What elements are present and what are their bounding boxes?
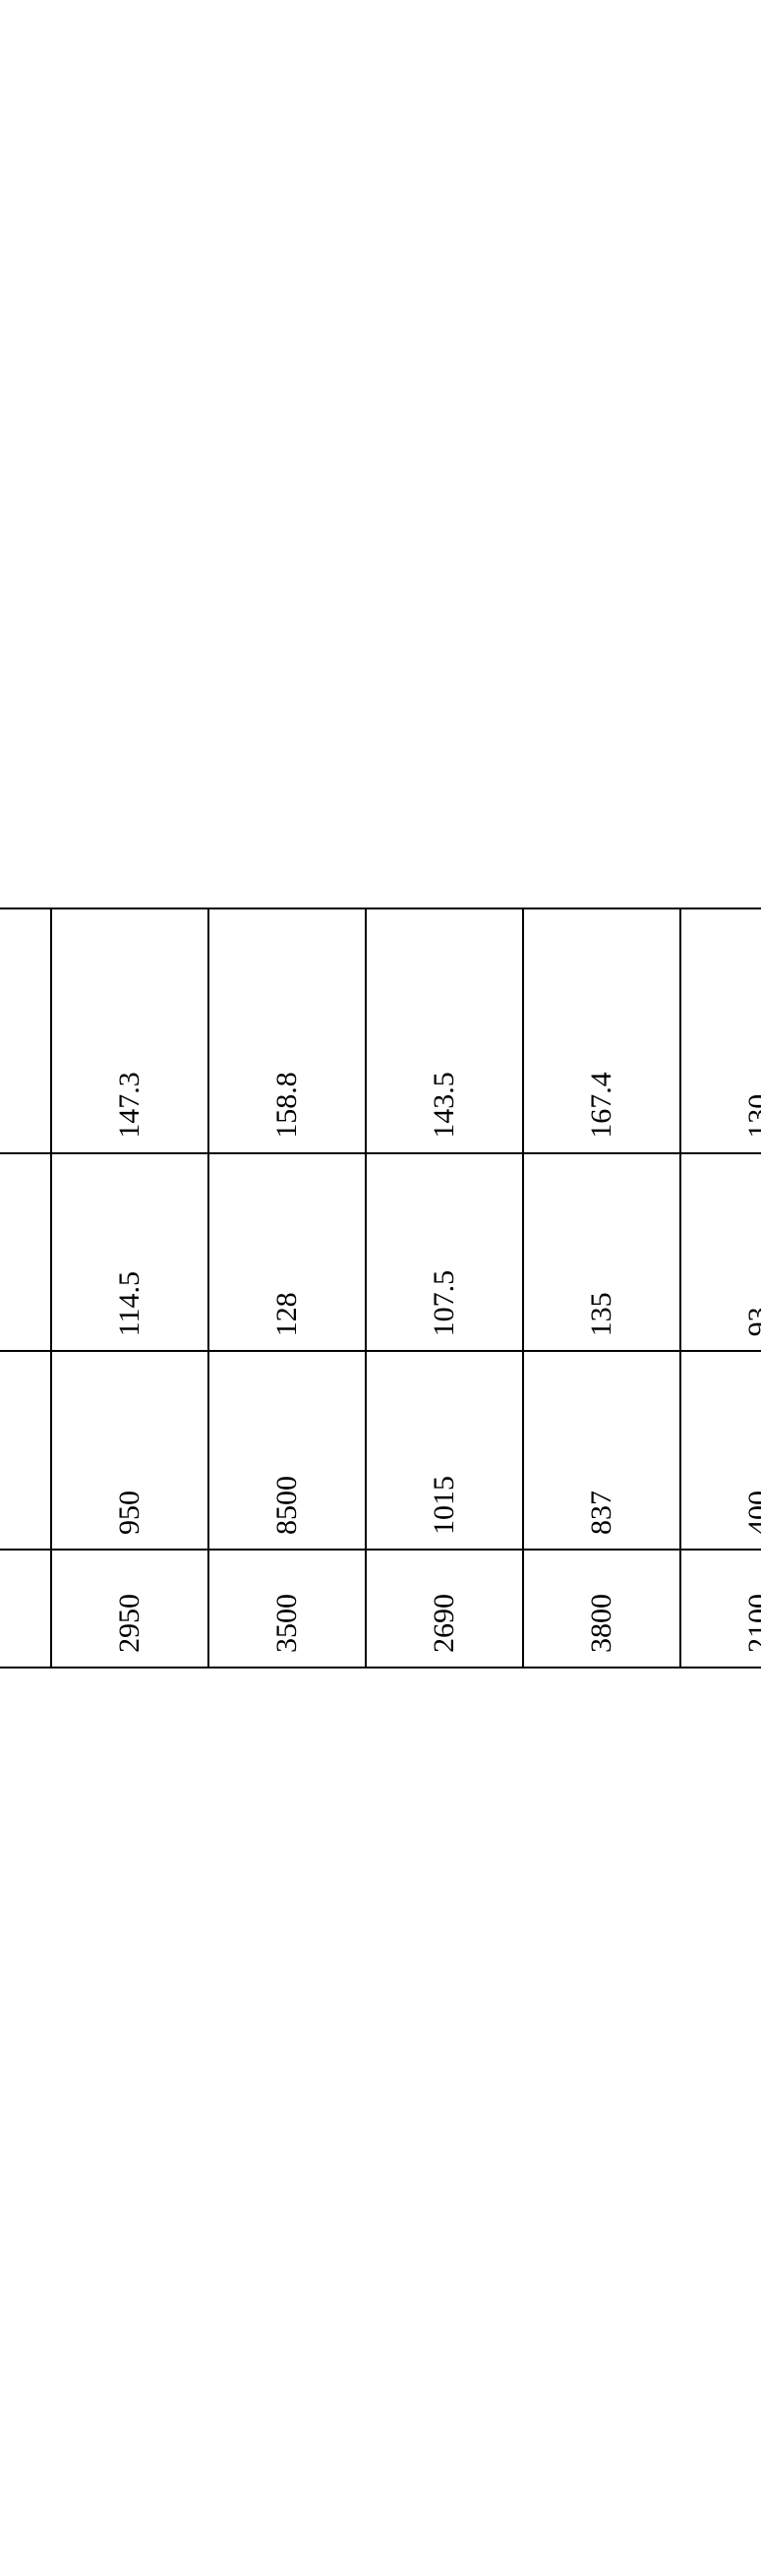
- table-cell: 167.4: [523, 908, 680, 1153]
- table-cell: 837: [523, 1351, 680, 1550]
- table-row: 3800 837 135 167.4: [523, 908, 680, 1668]
- table-cell: 130: [680, 908, 761, 1153]
- table-cell: 950: [51, 1351, 208, 1550]
- table-cell: 2690: [366, 1550, 523, 1668]
- table-cell: 2100: [680, 1550, 761, 1668]
- table-cell: 1015: [366, 1351, 523, 1550]
- table-cell: 128: [208, 1153, 366, 1352]
- page: 弯曲模量（MPa） Izod 缺口冲口冲击强度（J/m） 热变形温度（1.8MP…: [0, 0, 761, 2576]
- table-cell: 1200: [0, 1351, 51, 1550]
- data-table: 弯曲模量（MPa） Izod 缺口冲口冲击强度（J/m） 热变形温度（1.8MP…: [0, 907, 761, 1669]
- table-row: 2950 950 114.5 147.3: [51, 908, 208, 1668]
- table-cell: 158.8: [208, 908, 366, 1153]
- table-cell: 114.5: [51, 1153, 208, 1352]
- table-row: 2690 1015 107.5 143.5: [366, 908, 523, 1668]
- table-cell: 2950: [51, 1550, 208, 1668]
- table-cell: 8500: [208, 1351, 366, 1550]
- table-cell: 2750: [0, 1550, 51, 1668]
- table-cell: 3800: [523, 1550, 680, 1668]
- table-row: 2100 400 93 130: [680, 908, 761, 1668]
- table-cell: 143.5: [366, 908, 523, 1153]
- table-row: 3500 8500 128 158.8: [208, 908, 366, 1668]
- table-cell: 147.3: [51, 908, 208, 1153]
- table-cell: 93: [680, 1153, 761, 1352]
- table-cell: 400: [680, 1351, 761, 1550]
- table-cell: 107.5: [366, 1153, 523, 1352]
- table-cell: 135: [523, 1153, 680, 1352]
- table-cell: 105: [0, 1153, 51, 1352]
- table-row: 2750 1200 105 139.5: [0, 908, 51, 1668]
- table-cell: 139.5: [0, 908, 51, 1153]
- table-cell: 3500: [208, 1550, 366, 1668]
